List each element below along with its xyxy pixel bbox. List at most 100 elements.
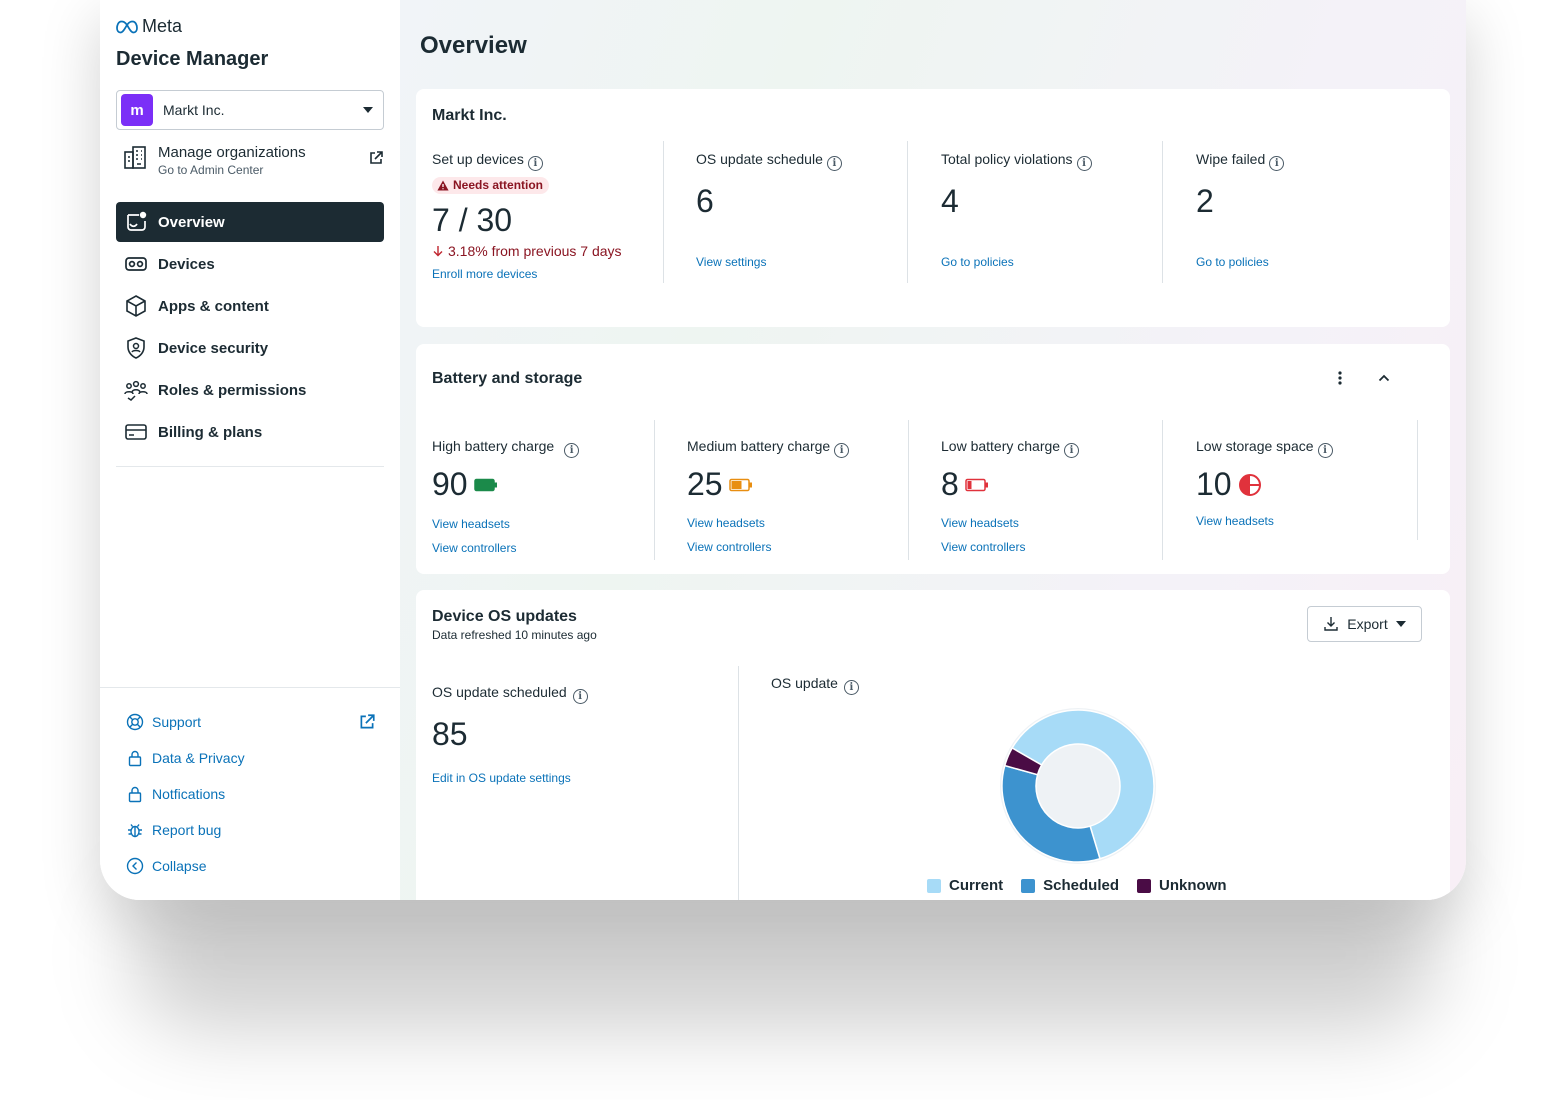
sidebar: Meta Device Manager m Markt Inc. Manage … xyxy=(100,0,400,900)
org-name: Markt Inc. xyxy=(163,102,225,118)
chevron-left-circle-icon xyxy=(126,857,144,875)
external-link-icon xyxy=(370,151,383,164)
legend-item-current[interactable]: Current xyxy=(927,877,1003,894)
os-update-scheduled-stat: OS update scheduled i 85 Edit in OS updat… xyxy=(432,684,712,785)
info-icon[interactable]: i xyxy=(1269,156,1285,171)
os-update-scheduled-label: OS update scheduled xyxy=(432,684,567,700)
wipe-failed-value: 2 xyxy=(1196,183,1214,219)
sidebar-item-label: Billing & plans xyxy=(158,423,263,441)
view-controllers-link[interactable]: View controllers xyxy=(687,540,772,554)
info-icon[interactable]: i xyxy=(572,689,588,704)
low-battery-label: Low battery charge xyxy=(941,438,1061,454)
sidebar-nav: Overview Devices Apps & content xyxy=(116,202,384,454)
os-update-schedule-label: OS update schedule xyxy=(696,151,823,167)
view-headsets-link[interactable]: View headsets xyxy=(432,517,510,531)
collapse-section-button[interactable] xyxy=(1370,364,1398,392)
os-updates-title: Device OS updates xyxy=(432,608,577,625)
manage-organizations-link[interactable]: Manage organizations Go to Admin Center xyxy=(122,144,384,177)
report-bug-link[interactable]: Report bug xyxy=(126,812,376,848)
sidebar-footer: Support Data & Privacy Notfications xyxy=(126,704,376,884)
sidebar-item-roles-permissions[interactable]: Roles & permissions xyxy=(116,370,384,410)
data-privacy-link[interactable]: Data & Privacy xyxy=(126,740,376,776)
people-icon xyxy=(124,380,148,401)
report-bug-label: Report bug xyxy=(152,822,222,838)
battery-low-icon xyxy=(965,478,988,491)
legend-item-scheduled[interactable]: Scheduled xyxy=(1021,877,1119,894)
donut-slice-scheduled[interactable] xyxy=(1001,764,1101,863)
view-headsets-link[interactable]: View headsets xyxy=(941,516,1019,530)
info-icon[interactable]: i xyxy=(834,443,850,458)
trend-text: 3.18% from previous 7 days xyxy=(448,242,622,259)
footer-divider xyxy=(100,687,400,688)
view-controllers-link[interactable]: View controllers xyxy=(432,541,517,555)
sidebar-item-apps-content[interactable]: Apps & content xyxy=(116,286,384,326)
sidebar-item-devices[interactable]: Devices xyxy=(116,244,384,284)
support-label: Support xyxy=(152,714,202,730)
sidebar-item-device-security[interactable]: Device security xyxy=(116,328,384,368)
info-icon[interactable]: i xyxy=(1317,443,1333,458)
wipe-failed-label: Wipe failed xyxy=(1196,151,1266,167)
legend-label: Unknown xyxy=(1159,877,1227,894)
column-divider xyxy=(1417,420,1418,540)
sidebar-item-billing-plans[interactable]: Billing & plans xyxy=(116,412,384,452)
collapse-label: Collapse xyxy=(152,858,207,874)
info-icon[interactable]: i xyxy=(1076,156,1092,171)
export-button[interactable]: Export xyxy=(1307,606,1422,642)
data-refreshed-text: Data refreshed 10 minutes ago xyxy=(432,628,597,642)
lifebuoy-icon xyxy=(126,713,144,731)
edit-os-update-settings-link[interactable]: Edit in OS update settings xyxy=(432,771,571,785)
info-icon[interactable]: i xyxy=(843,680,859,695)
column-divider xyxy=(1162,420,1163,560)
os-update-chart-header: OS update i xyxy=(771,675,859,695)
more-options-button[interactable] xyxy=(1326,364,1354,392)
legend-item-unknown[interactable]: Unknown xyxy=(1137,877,1227,894)
summary-card-title: Markt Inc. xyxy=(432,107,507,124)
column-divider xyxy=(1162,141,1163,283)
page-title: Overview xyxy=(420,32,527,59)
collapse-button[interactable]: Collapse xyxy=(126,848,376,884)
shield-icon xyxy=(127,337,145,359)
legend-swatch xyxy=(927,878,941,893)
donut-slice-current[interactable] xyxy=(1011,709,1155,860)
medium-battery-value: 25 xyxy=(687,466,723,502)
legend-label: Scheduled xyxy=(1043,877,1120,894)
info-icon[interactable]: i xyxy=(527,156,543,171)
view-headsets-link[interactable]: View headsets xyxy=(687,516,765,530)
enroll-more-devices-link[interactable]: Enroll more devices xyxy=(432,266,538,281)
os-update-donut-chart xyxy=(1000,708,1156,864)
notifications-link[interactable]: Notfications xyxy=(126,776,376,812)
org-selector[interactable]: m Markt Inc. xyxy=(116,90,384,130)
sidebar-item-label: Roles & permissions xyxy=(158,381,307,399)
warning-icon xyxy=(437,180,449,190)
go-to-policies-link[interactable]: Go to policies xyxy=(941,255,1014,269)
column-divider xyxy=(663,141,664,283)
export-label: Export xyxy=(1347,616,1388,632)
main-content: Overview Markt Inc. Set up devices i Need… xyxy=(400,0,1466,900)
download-icon xyxy=(1324,617,1338,631)
sidebar-item-overview[interactable]: Overview xyxy=(116,202,384,242)
support-link[interactable]: Support xyxy=(126,704,376,740)
view-settings-link[interactable]: View settings xyxy=(696,255,767,269)
setup-devices-stat: Set up devices i Needs attention 7 / 30 3… xyxy=(432,151,662,281)
app-window: Meta Device Manager m Markt Inc. Manage … xyxy=(100,0,1466,900)
info-icon[interactable]: i xyxy=(564,443,580,458)
go-to-policies-link[interactable]: Go to policies xyxy=(1196,255,1269,269)
view-headsets-link[interactable]: View headsets xyxy=(1196,514,1274,528)
summary-card: Markt Inc. Set up devices i Needs attenti… xyxy=(416,89,1450,327)
info-icon[interactable]: i xyxy=(826,156,842,171)
notifications-label: Notfications xyxy=(152,786,226,802)
view-controllers-link[interactable]: View controllers xyxy=(941,540,1026,554)
donut-slice-unknown[interactable] xyxy=(1003,746,1043,776)
column-divider xyxy=(908,420,909,560)
os-updates-card: Device OS updates Data refreshed 10 minu… xyxy=(416,590,1450,900)
meta-logo[interactable]: Meta xyxy=(116,16,182,37)
setup-devices-label: Set up devices xyxy=(432,151,524,167)
column-divider xyxy=(907,141,908,283)
column-divider xyxy=(738,666,739,900)
medium-battery-stat: Medium battery charge i 25 View headsets … xyxy=(687,438,907,554)
battery-storage-card: Battery and storage High battery charge i… xyxy=(416,344,1450,574)
building-icon xyxy=(124,146,146,169)
app-title: Device Manager xyxy=(116,48,269,70)
caret-down-icon xyxy=(1395,621,1406,627)
info-icon[interactable]: i xyxy=(1064,443,1080,458)
